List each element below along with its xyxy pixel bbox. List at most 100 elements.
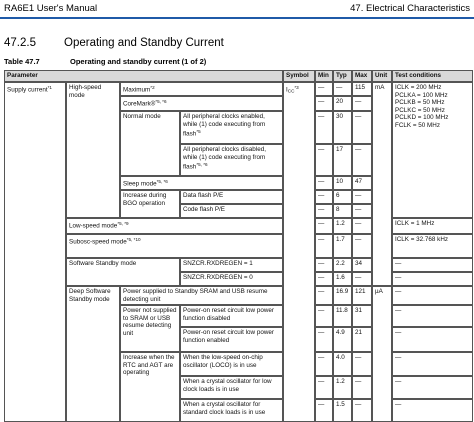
value-text: 2.2 [336, 260, 345, 267]
cell-note: *5, *9 [117, 221, 129, 226]
test-condition: — [392, 327, 473, 352]
value-cell: 6 [333, 190, 352, 204]
value-text: — [318, 401, 325, 408]
cell-text: Subosc-speed mode [69, 238, 127, 246]
value-text: — [355, 206, 362, 213]
value-text: 1.5 [336, 401, 345, 408]
value-cell: — [315, 327, 333, 352]
test-text: — [395, 401, 402, 408]
value-text: 11.8 [336, 307, 348, 314]
section-title: Operating and Standby Current [64, 37, 224, 49]
value-text: — [355, 98, 362, 105]
value-cell: 121 [352, 286, 372, 305]
value-text: — [318, 98, 325, 105]
value-text: — [318, 288, 325, 295]
cell-text: SNZCR.RXDREGEN = 0 [183, 274, 253, 281]
value-cell: 17 [333, 144, 352, 176]
value-text: 121 [355, 288, 366, 295]
column-header: Typ [333, 70, 352, 82]
value-text: 1.2 [336, 378, 345, 385]
table-cell: Low-speed mode*5, *9 [66, 218, 283, 234]
value-text: — [318, 84, 325, 91]
table-cell: Power-on reset circuit low power functio… [180, 327, 283, 352]
value-text: — [355, 220, 362, 227]
value-cell: — [352, 96, 372, 111]
value-text: — [355, 146, 362, 153]
cell-text: Power-on reset circuit low power functio… [183, 307, 274, 322]
table-cell: Maximum*2 [120, 82, 283, 96]
test-condition: — [392, 399, 473, 422]
test-text: — [395, 378, 402, 385]
cell-text: SNZCR.RXDREGEN = 1 [183, 260, 253, 267]
table-cell: Supply current*1 [4, 82, 66, 422]
column-header: Min [315, 70, 333, 82]
value-text: 20 [336, 98, 344, 105]
cell-note: *5, *10 [126, 237, 141, 242]
column-header-text: Parameter [7, 72, 38, 79]
value-cell: — [352, 204, 372, 218]
section-number: 47.2.5 [4, 37, 36, 49]
header-rule [0, 17, 474, 19]
value-cell: 20 [333, 96, 352, 111]
value-cell: — [333, 82, 352, 96]
cell-note: *5, *6 [196, 162, 208, 168]
cell-text: Supply current [7, 86, 48, 94]
column-header-text: Unit [375, 72, 388, 79]
table-cell: Increase during BGO operation [120, 190, 180, 218]
value-text: 47 [355, 178, 363, 185]
value-cell: — [352, 234, 372, 258]
value-text: — [355, 401, 362, 408]
value-cell: 47 [352, 176, 372, 190]
value-cell: 8 [333, 204, 352, 218]
value-cell: 30 [333, 111, 352, 144]
cell-text: Software Standby mode [69, 260, 137, 267]
value-text: — [355, 192, 362, 199]
value-cell: 31 [352, 305, 372, 327]
test-condition: — [392, 376, 473, 399]
value-cell: — [315, 352, 333, 376]
cell-text: When the low-speed on-chip oscillator (L… [183, 354, 263, 369]
column-header-text: Min [318, 72, 329, 79]
cell-text: Data flash P/E [183, 192, 224, 199]
value-text: — [318, 113, 325, 120]
test-text: ICLK = 200 MHz PCLKA = 100 MHz PCLKB = 5… [395, 84, 449, 129]
value-cell: — [315, 204, 333, 218]
value-text: — [355, 274, 362, 281]
value-text: — [355, 113, 362, 120]
test-text: ICLK = 1 MHz [395, 220, 435, 227]
column-header-text: Typ [336, 72, 347, 79]
column-header-text: Symbol [286, 72, 309, 79]
table-cell: High-speed mode [66, 82, 120, 218]
table-cell: CoreMark®*5, *6 [120, 96, 283, 111]
value-text: — [318, 354, 325, 361]
value-text: 6 [336, 192, 340, 199]
value-cell: — [352, 190, 372, 204]
test-condition: — [392, 286, 473, 305]
test-text: — [395, 329, 402, 336]
cell-note: *5 [196, 129, 201, 135]
test-text: — [395, 274, 402, 281]
value-cell: — [315, 96, 333, 111]
value-cell: — [315, 234, 333, 258]
cell-text: Normal mode [123, 113, 161, 120]
table-cell: SNZCR.RXDREGEN = 1 [180, 258, 283, 272]
column-header: Test conditions [392, 70, 473, 82]
value-text: — [355, 378, 362, 385]
value-text: — [318, 146, 325, 153]
table-cell: All peripheral clocks enabled, while (1)… [180, 111, 283, 144]
table-cell: Data flash P/E [180, 190, 283, 204]
value-cell: 1.7 [333, 234, 352, 258]
value-text: — [318, 307, 325, 314]
value-cell: — [315, 218, 333, 234]
table-label: Table 47.7 [4, 57, 40, 66]
value-text: — [318, 206, 325, 213]
value-cell: — [352, 144, 372, 176]
value-cell: — [315, 176, 333, 190]
test-condition: ICLK = 32.768 kHz [392, 234, 473, 258]
value-cell: — [315, 258, 333, 272]
value-text: 30 [336, 113, 344, 120]
test-text: — [395, 260, 402, 267]
value-text: 115 [355, 84, 366, 91]
value-cell: — [315, 144, 333, 176]
value-text: 21 [355, 329, 363, 336]
